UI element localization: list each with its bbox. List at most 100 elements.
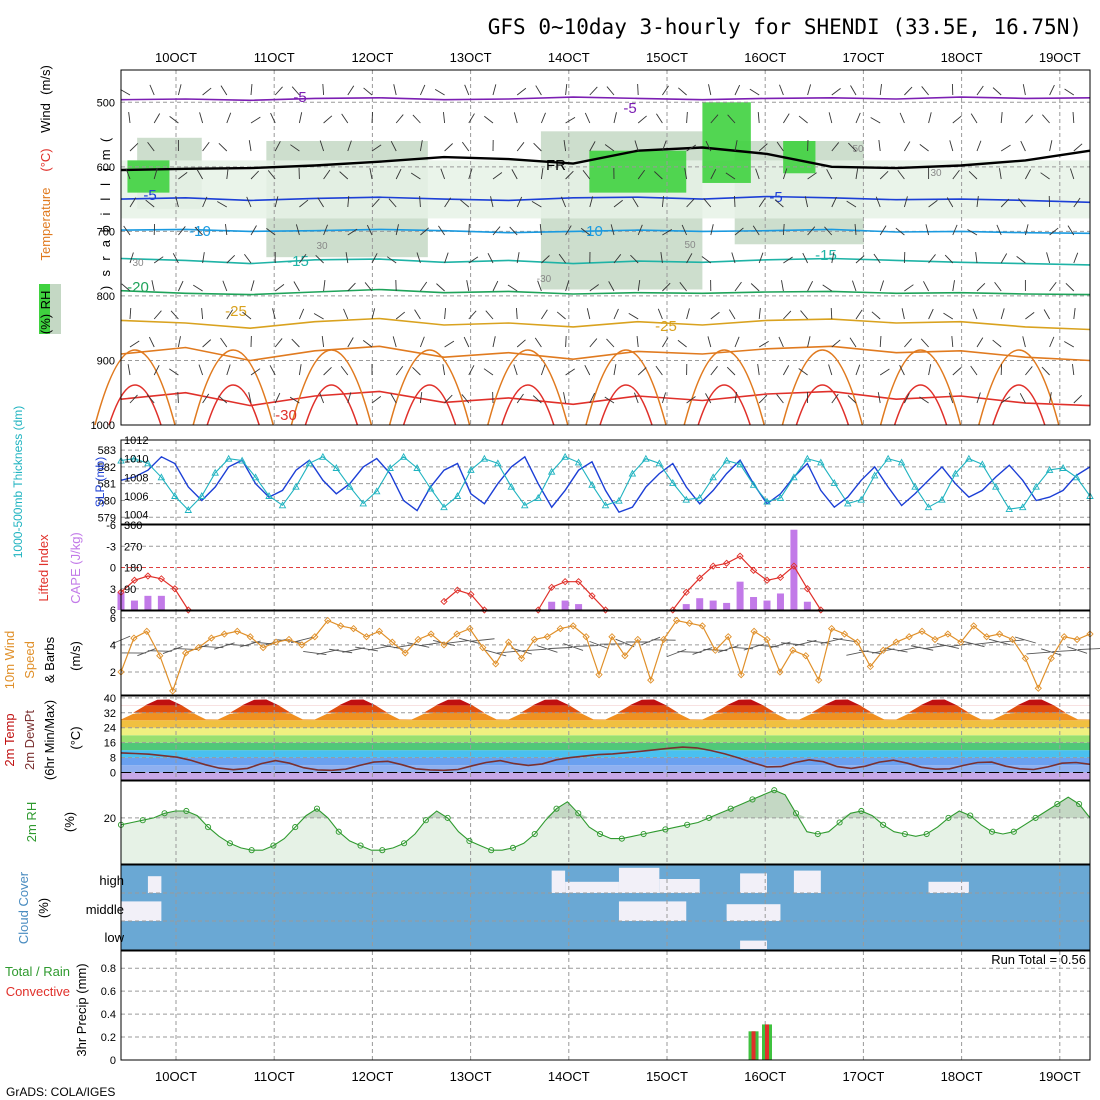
wind-barb — [290, 144, 300, 152]
wind-barb — [634, 392, 639, 404]
wind-barb — [976, 392, 981, 404]
wind-barb — [250, 116, 261, 124]
slp-marker — [520, 501, 529, 509]
wind-barb — [407, 642, 430, 648]
wind-barb — [613, 199, 623, 208]
wind-barb — [193, 284, 203, 292]
wind-10m-panel: 6 4 2 10m Wind Speed & Barbs (m/s) — [2, 610, 1100, 696]
isotherm-line — [120, 288, 1091, 296]
dewpoint-line — [120, 746, 1091, 772]
wind-speed-marker — [427, 630, 435, 638]
wind-barb — [291, 338, 300, 348]
wind-barb — [678, 87, 687, 96]
tick-label-right: 1006 — [124, 491, 148, 503]
wind-barb — [734, 281, 742, 292]
wind-barb — [755, 168, 760, 180]
wind-barb — [1040, 648, 1062, 656]
wind-barb — [217, 201, 228, 208]
cloud-patch — [618, 867, 660, 893]
wind-barb — [750, 283, 760, 292]
slp-marker — [790, 473, 798, 481]
tick-label: 40 — [104, 693, 116, 705]
wind-barb — [272, 308, 276, 320]
slp-marker — [359, 499, 368, 507]
wind-barb — [492, 280, 499, 292]
wind-barb — [169, 116, 179, 124]
contour-label: 30 — [316, 241, 328, 252]
wind-barb — [274, 338, 283, 348]
wind-barb — [319, 392, 325, 404]
wind-barb — [463, 336, 470, 348]
wind-barb — [362, 340, 373, 348]
wind-barb — [147, 141, 155, 152]
wind-barb — [303, 651, 327, 655]
slp-marker — [897, 458, 906, 466]
rh-marker — [618, 835, 625, 842]
wind-barb — [561, 196, 567, 208]
temperature-band — [121, 735, 1090, 743]
wind-barb — [1052, 649, 1077, 653]
rh-marker — [292, 824, 299, 831]
date-tick-label: 15OCT — [646, 1069, 688, 1084]
wind-barb — [199, 112, 204, 124]
wind-barb — [734, 140, 738, 152]
axis-label: 3hr Precip (mm) — [74, 963, 89, 1056]
rh-marker — [531, 830, 538, 838]
wind-barb — [584, 112, 591, 124]
wind-barb — [220, 337, 228, 348]
wind-barb — [274, 196, 279, 208]
wind-barb — [778, 336, 784, 348]
tick-label: 0 — [110, 563, 116, 575]
axis-label: 1000-500mb Thickness (dm) — [11, 406, 25, 559]
wind-barb — [1073, 252, 1079, 264]
wind-barb — [492, 336, 496, 348]
wind-barb — [976, 85, 984, 96]
rh-marker — [836, 819, 843, 826]
wind-barb — [613, 112, 617, 124]
wind-barb — [589, 640, 609, 650]
wind-barb — [831, 88, 841, 96]
wind-barb — [513, 112, 518, 124]
wind-barb — [125, 168, 131, 180]
slp-marker — [588, 480, 596, 488]
cape-bar — [736, 581, 744, 610]
temperature-band — [121, 705, 1090, 713]
wind-barb — [516, 339, 526, 348]
wind-barb — [1000, 639, 1025, 643]
slp-marker — [574, 458, 583, 466]
tick-label: 16 — [104, 738, 116, 750]
contour-label: 50 — [852, 144, 864, 155]
wind-barb — [574, 645, 599, 647]
wind-speed-marker — [802, 652, 810, 660]
wind-speed-marker — [1034, 684, 1042, 692]
wind-barb — [242, 311, 252, 320]
wind-barb — [226, 309, 234, 320]
wind-barb — [608, 281, 615, 292]
wind-barb — [175, 196, 179, 208]
cloud-level-label: middle — [86, 902, 124, 917]
wind-barb — [202, 339, 212, 348]
precip-convective-bar — [765, 1024, 769, 1060]
slp-line — [120, 456, 1091, 511]
wind-barb — [250, 84, 253, 96]
slp-marker — [211, 468, 219, 476]
date-tick-label: 10OCT — [155, 1069, 197, 1084]
wind-speed-marker — [582, 633, 590, 641]
wind-barb — [274, 392, 281, 404]
wind-barb — [371, 396, 382, 404]
temperature-band — [121, 772, 1090, 780]
wind-barb — [322, 83, 325, 96]
tick-label: 3 — [110, 584, 116, 596]
wind-barb — [392, 336, 397, 348]
rh-line — [120, 789, 1091, 851]
wind-barb — [903, 196, 908, 208]
cloud-patch — [565, 881, 619, 893]
panel-frame — [120, 69, 1091, 426]
wind-barb — [1022, 84, 1026, 96]
wind-barb — [637, 224, 643, 236]
wind-barb — [666, 648, 687, 658]
wind-speed-marker — [647, 676, 655, 684]
rh-marker — [466, 837, 473, 844]
wind-barb — [630, 254, 639, 264]
wind-barb — [127, 364, 131, 376]
